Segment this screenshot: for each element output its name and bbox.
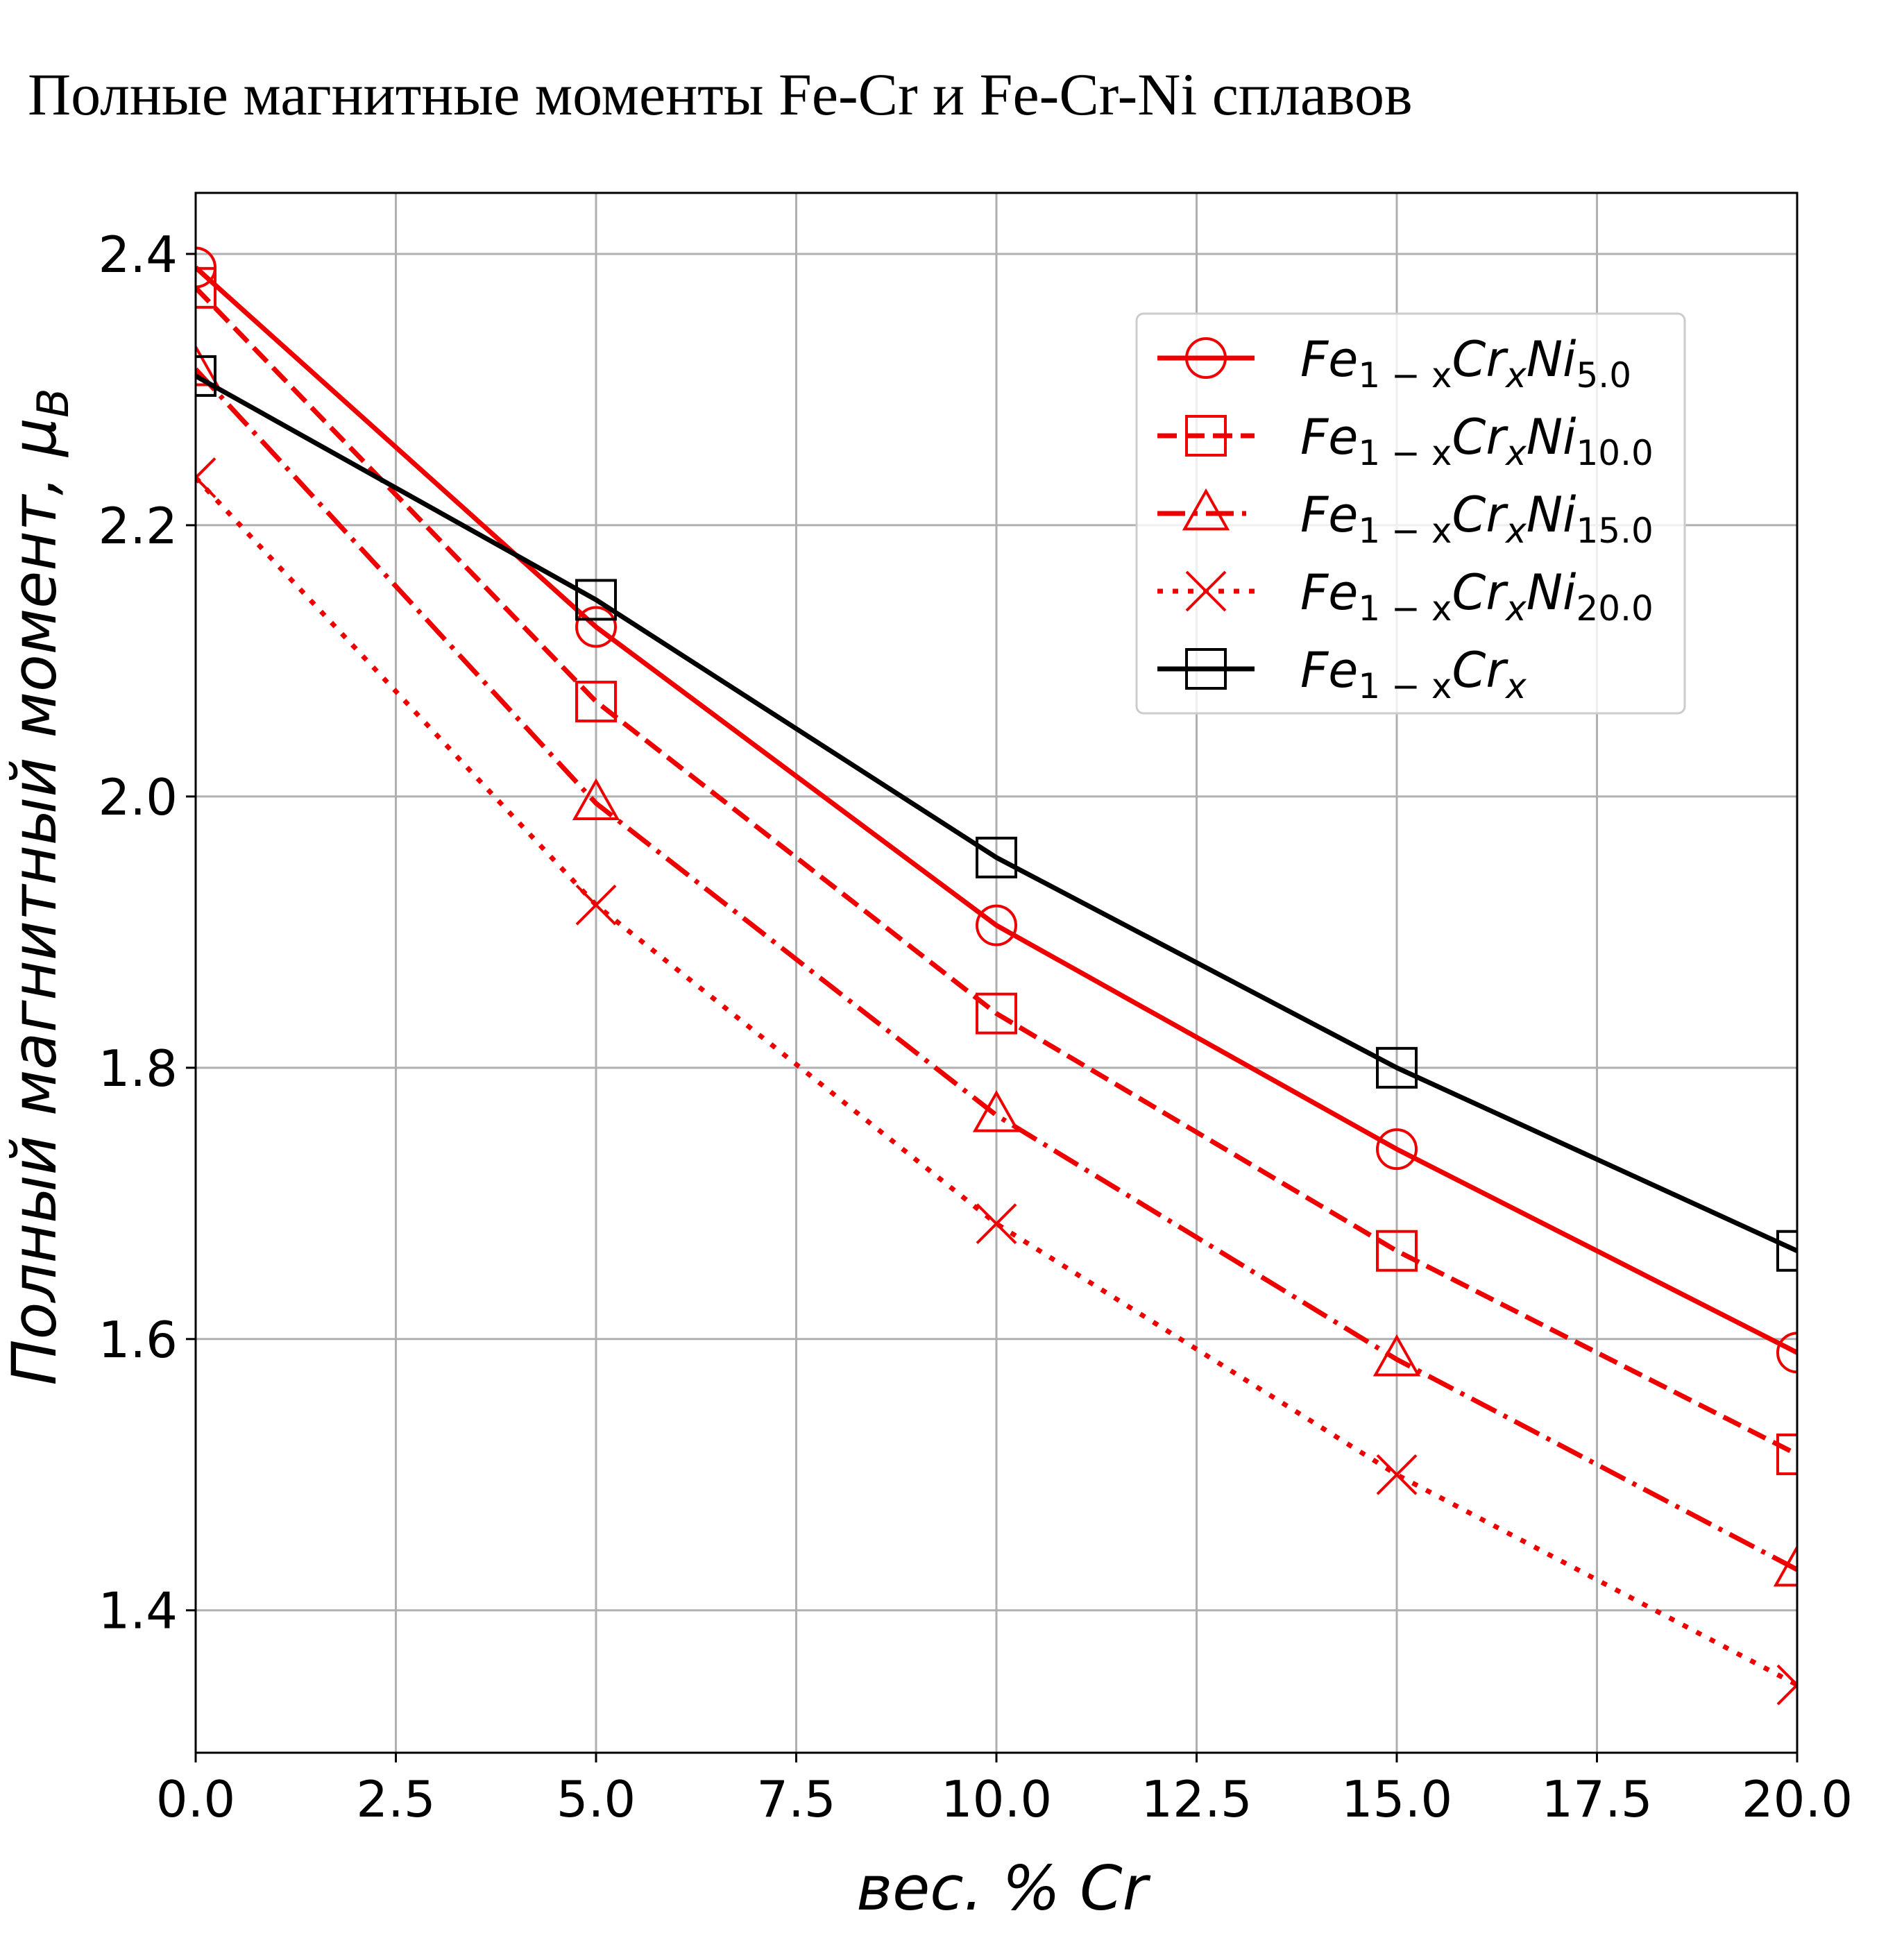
x-tick-label: 20.0 — [1742, 1770, 1853, 1828]
legend-box — [1135, 312, 1686, 715]
data-point-x — [976, 1203, 1017, 1245]
legend-item: Fe1 − xCrxNi15.0 — [1157, 486, 1654, 551]
y-tick-label: 2.4 — [98, 226, 178, 284]
series-3-point — [972, 1089, 1021, 1132]
series-4 — [196, 457, 1797, 1706]
y-tick-label: 1.8 — [98, 1039, 178, 1098]
series-4-point — [976, 1203, 1017, 1245]
x-tick-label: 17.5 — [1541, 1770, 1652, 1828]
y-axis-ticks: 1.4 1.6 1.8 2.0 2.2 2.4 — [98, 226, 196, 1640]
data-point-triangle — [572, 778, 620, 821]
series-3 — [196, 343, 1797, 1587]
y-tick-label: 1.4 — [98, 1582, 178, 1640]
y-axis-label: Полный магнитный момент, μB — [0, 388, 78, 1385]
legend-label: Fe1 − xCrxNi10.0 — [1300, 409, 1654, 473]
series-4-point — [196, 457, 216, 498]
series-line — [196, 265, 1797, 1355]
legend-item: Fe1 − xCrxNi20.0 — [1157, 564, 1654, 629]
legend-item: Fe1 − xCrx — [1157, 642, 1527, 706]
data-point-x — [1185, 570, 1227, 612]
data-point-triangle — [1182, 488, 1230, 531]
data-point-circle — [976, 904, 1017, 946]
legend-label: Fe1 − xCrxNi5.0 — [1300, 331, 1631, 396]
data-point-circle — [575, 606, 617, 648]
series-3-point — [196, 343, 220, 386]
data-point-x — [575, 884, 617, 926]
x-tick-label: 15.0 — [1341, 1770, 1452, 1828]
data-point-square — [575, 579, 617, 621]
x-tick-label: 10.0 — [941, 1770, 1052, 1828]
x-tick-label: 7.5 — [756, 1770, 836, 1828]
legend: Fe1 − xCrxNi5.0 Fe1 − xCrxNi10.0 Fe1 − xCr… — [1135, 312, 1686, 715]
data-point-triangle — [1372, 1334, 1421, 1377]
x-tick-label: 5.0 — [556, 1770, 636, 1828]
x-tick-label: 0.0 — [156, 1770, 236, 1828]
series-1-point — [575, 606, 617, 648]
data-point-triangle — [196, 343, 220, 386]
series-5-point — [575, 579, 617, 621]
data-point-x — [1776, 1664, 1797, 1706]
series-5-point — [196, 355, 216, 397]
legend-label: Fe1 − xCrx — [1300, 642, 1527, 706]
y-tick-label: 2.2 — [98, 497, 178, 555]
series-5-point — [1376, 1046, 1418, 1089]
series-5-point — [976, 836, 1017, 878]
legend-item: Fe1 − xCrxNi10.0 — [1157, 409, 1654, 473]
series-3-point — [1773, 1544, 1797, 1587]
data-point-square — [1376, 1046, 1418, 1089]
y-tick-label: 1.6 — [98, 1311, 178, 1369]
series-2-point — [976, 992, 1017, 1035]
data-point-square — [1185, 415, 1227, 457]
data-point-square — [1776, 1230, 1797, 1272]
data-point-circle — [1185, 337, 1227, 379]
series-line — [196, 286, 1797, 1457]
series-2-point — [196, 266, 216, 309]
series-1-point — [976, 904, 1017, 946]
data-point-triangle — [1773, 1544, 1797, 1587]
series-2-point — [1776, 1433, 1797, 1475]
series-5-point — [1776, 1230, 1797, 1272]
series-2-point — [575, 681, 617, 723]
series-4-point — [1376, 1454, 1418, 1495]
series-4-point — [1776, 1664, 1797, 1706]
data-point-circle — [1776, 1332, 1797, 1374]
series-layer — [196, 246, 1797, 1706]
series-4-point — [575, 884, 617, 926]
x-tick-label: 2.5 — [356, 1770, 436, 1828]
data-point-square — [976, 836, 1017, 878]
x-tick-label: 12.5 — [1141, 1770, 1252, 1828]
series-1-point — [1776, 1332, 1797, 1374]
series-3-point — [572, 778, 620, 821]
data-point-square — [196, 355, 216, 397]
legend-item: Fe1 − xCrxNi5.0 — [1157, 331, 1631, 396]
legend-label: Fe1 − xCrxNi20.0 — [1300, 564, 1654, 629]
series-2 — [196, 266, 1797, 1475]
x-axis-label: вес. % Cr — [856, 1853, 1150, 1924]
data-point-circle — [1376, 1128, 1418, 1171]
data-point-triangle — [972, 1089, 1021, 1132]
data-point-square — [1376, 1230, 1418, 1272]
data-point-square — [976, 992, 1017, 1035]
data-point-square — [196, 266, 216, 309]
y-tick-label: 2.0 — [98, 768, 178, 826]
series-line — [196, 373, 1797, 1253]
series-5 — [196, 355, 1797, 1272]
series-1-point — [1376, 1128, 1418, 1171]
x-axis-ticks: 0.0 2.5 5.0 7.5 10.0 12.5 15.0 17.5 20.0 — [156, 1753, 1853, 1828]
data-point-square — [1776, 1433, 1797, 1475]
data-point-square — [575, 681, 617, 723]
chart-title: Полные магнитные моменты Fe-Cr и Fe-Cr-N… — [28, 61, 1413, 128]
legend-label: Fe1 − xCrxNi15.0 — [1300, 486, 1654, 551]
data-point-square — [1185, 648, 1227, 690]
series-3-point — [1372, 1334, 1421, 1377]
series-line — [196, 367, 1797, 1572]
data-point-x — [196, 457, 216, 498]
data-point-x — [1376, 1454, 1418, 1495]
series-2-point — [1376, 1230, 1418, 1272]
